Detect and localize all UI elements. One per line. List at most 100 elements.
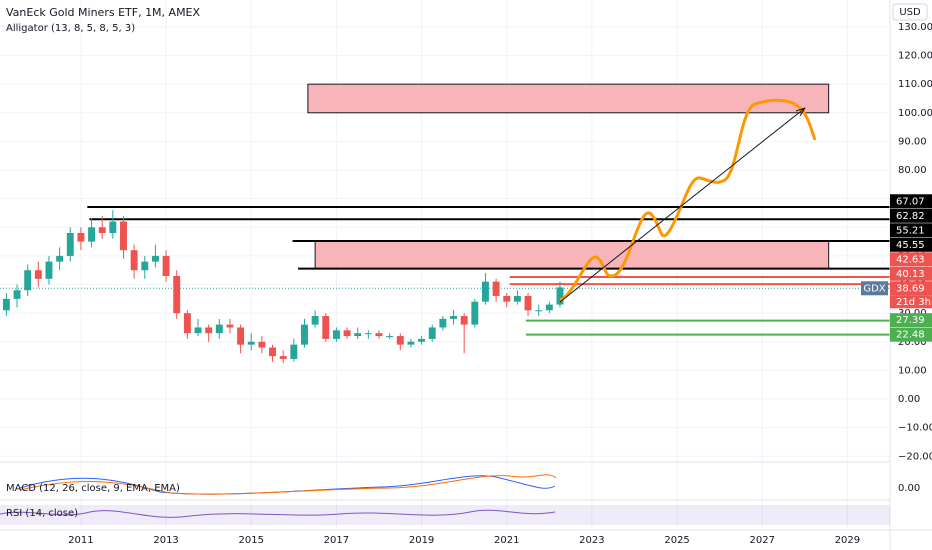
candle-body — [481, 281, 489, 302]
y-tick-label: 10.00 — [898, 365, 927, 376]
indicator-label: Alligator (13, 8, 5, 8, 5, 3) — [6, 23, 135, 34]
zone — [307, 83, 830, 114]
candle-body — [290, 344, 298, 359]
y-tick-label: 120.00 — [898, 51, 932, 62]
zone — [314, 240, 830, 270]
candle-body — [226, 324, 234, 328]
candle-body — [194, 327, 202, 334]
candle-body — [524, 295, 532, 311]
x-tick-label: 2013 — [153, 535, 178, 546]
price-label: 42.63 — [896, 254, 925, 265]
trend-arrow — [559, 107, 806, 303]
y-tick-label: 0.00 — [898, 394, 920, 405]
rsi-line — [0, 509, 556, 518]
candle-body — [13, 290, 21, 299]
price-label: 27.39 — [896, 315, 925, 326]
price-label-bg — [890, 208, 932, 223]
candle-body — [237, 327, 245, 345]
y-tick-label: −10.00 — [898, 423, 932, 434]
candle-body — [279, 356, 287, 359]
signal-line — [19, 474, 557, 495]
candle-body — [141, 261, 149, 271]
candle-body — [120, 221, 127, 251]
candle-body — [183, 313, 191, 334]
candle-body — [492, 281, 500, 296]
x-tick-label: 2011 — [68, 535, 93, 546]
candles — [2, 210, 564, 364]
candle-body — [24, 270, 32, 291]
x-tick-label: 2015 — [239, 535, 264, 546]
candle-body — [45, 261, 53, 279]
y-tick-label: 20.00 — [898, 337, 927, 348]
x-tick-label: 2021 — [494, 535, 519, 546]
price-axis: 130.00120.00110.00100.0090.0080.0070.006… — [861, 22, 932, 462]
candle-body — [535, 310, 543, 312]
candle-body — [322, 316, 330, 339]
price-label-bg — [890, 266, 932, 281]
candle-body — [205, 327, 213, 334]
price-label: 38.69 — [896, 283, 925, 294]
candle-body — [386, 336, 394, 338]
chart-title: VanEck Gold Miners ETF, 1M, AMEX — [6, 6, 201, 19]
candle-body — [151, 255, 159, 262]
x-tick-label: 2027 — [750, 535, 775, 546]
candle-body — [343, 330, 351, 337]
price-label: 62.82 — [896, 211, 925, 222]
projection-curve — [559, 98, 817, 302]
price-label: 67.07 — [896, 196, 925, 207]
candle-body — [407, 341, 415, 345]
price-label: 45.55 — [896, 240, 925, 251]
candle-body — [418, 338, 426, 342]
candle-body — [56, 255, 64, 262]
candle-body — [556, 287, 564, 305]
price-label: 40.13 — [896, 269, 925, 280]
candle-body — [332, 330, 340, 339]
y-tick-label: 80.00 — [898, 165, 927, 176]
x-tick-label: 2017 — [324, 535, 349, 546]
x-tick-label: 2029 — [835, 535, 860, 546]
candle-body — [428, 327, 436, 339]
candle-body — [77, 233, 85, 242]
levels — [0, 206, 890, 336]
price-label: 22.48 — [896, 330, 925, 341]
candle-body — [247, 341, 255, 345]
y-tick-label: 90.00 — [898, 136, 927, 147]
currency-button[interactable] — [892, 3, 928, 21]
price-label-bg — [890, 223, 932, 238]
zones — [307, 83, 830, 270]
candle-body — [173, 275, 181, 314]
candle-body — [471, 301, 479, 325]
symbol-bg — [861, 281, 888, 296]
currency[interactable]: USD — [899, 7, 921, 18]
candle-body — [439, 318, 447, 328]
price-label-bg — [890, 194, 932, 209]
candle-body — [162, 255, 170, 276]
price-label-bg — [890, 237, 932, 252]
candle-body — [98, 227, 106, 234]
x-tick-label: 2025 — [664, 535, 689, 546]
y-tick-label: −20.00 — [898, 451, 932, 462]
macd-tick: 0.00 — [898, 483, 920, 494]
candle-body — [269, 347, 276, 357]
price-label: 55.21 — [896, 225, 925, 236]
y-tick-label: 100.00 — [898, 108, 932, 119]
candle-body — [375, 333, 383, 337]
y-tick-label: 130.00 — [898, 22, 932, 33]
price-label-bg — [890, 327, 932, 342]
candle-body — [311, 316, 319, 325]
price-label-bg — [890, 313, 932, 328]
candle-body — [34, 270, 42, 279]
candle-body — [396, 336, 404, 345]
candle-body — [109, 221, 117, 234]
candle-body — [354, 333, 362, 337]
price-label-bg — [890, 252, 932, 267]
candle-body — [450, 316, 457, 319]
price-label-bg — [890, 281, 932, 296]
macd-label: MACD (12, 26, close, 9, EMA, EMA) — [6, 483, 180, 494]
candle-body — [513, 295, 521, 302]
candle-body — [2, 298, 10, 311]
y-tick-label: 110.00 — [898, 79, 932, 90]
candle-body — [460, 316, 468, 325]
